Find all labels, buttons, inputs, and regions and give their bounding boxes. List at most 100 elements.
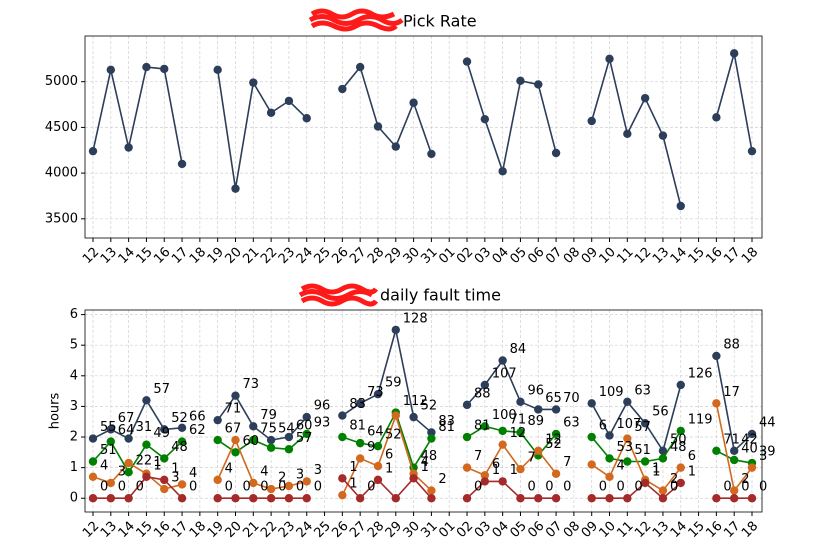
data-point (106, 437, 116, 446)
data-point (142, 472, 151, 482)
data-point (605, 454, 614, 463)
series-line (92, 403, 753, 496)
data-point (462, 57, 472, 66)
data-point (623, 457, 632, 466)
point-label: 1 (652, 464, 660, 479)
point-label: 0 (634, 480, 642, 495)
data-point (213, 475, 222, 485)
data-point (516, 428, 525, 437)
point-label: 40 (741, 441, 758, 456)
point-label: 0 (474, 480, 482, 495)
data-point (160, 425, 169, 434)
point-label: 2 (741, 472, 749, 487)
data-point (177, 480, 187, 489)
data-point (213, 435, 222, 445)
point-label: 83 (349, 397, 366, 412)
redaction (298, 283, 379, 307)
data-point (640, 457, 650, 466)
data-point (498, 477, 507, 486)
data-point (658, 486, 668, 495)
y-tick-label: 4500 (45, 120, 78, 135)
point-label: 81 (438, 420, 455, 435)
point-label: 65 (545, 391, 562, 406)
point-label: 51 (634, 443, 651, 458)
point-label: 2 (438, 472, 446, 487)
point-label: 112 (403, 394, 428, 409)
data-point (266, 108, 276, 117)
point-label: 88 (723, 337, 740, 352)
data-point (284, 432, 294, 442)
data-point (177, 437, 187, 446)
data-point (88, 472, 98, 482)
point-label: 67 (225, 422, 242, 437)
point-label: 88 (474, 386, 491, 401)
data-point (427, 149, 436, 159)
point-label: 0 (367, 480, 375, 495)
point-label: 57 (296, 431, 313, 446)
point-label: 9 (367, 440, 375, 455)
point-label: 42 (741, 432, 758, 447)
point-label: 56 (652, 405, 669, 420)
data-point (605, 431, 614, 440)
point-label: 12 (545, 432, 562, 447)
data-point (88, 457, 98, 466)
data-point (640, 93, 650, 103)
y-axis-label: hours (48, 393, 63, 430)
data-point (373, 475, 383, 485)
data-point (409, 98, 418, 107)
chart-title: Pick Rate (403, 12, 477, 31)
series-line (92, 53, 753, 207)
point-label: 4 (189, 466, 197, 481)
point-label: 66 (189, 409, 206, 424)
data-point (88, 494, 98, 503)
data-point (391, 142, 400, 151)
data-point (124, 143, 133, 152)
data-point (480, 380, 490, 390)
data-point (160, 64, 169, 74)
data-point (338, 432, 347, 442)
data-point (106, 494, 116, 503)
point-label: 52 (421, 399, 438, 414)
point-label: 1 (153, 455, 161, 470)
data-point (88, 146, 98, 156)
point-label: 0 (296, 480, 304, 495)
data-point (142, 440, 151, 449)
redaction (308, 8, 404, 32)
data-point (658, 131, 668, 140)
y-tick-label: 4 (70, 368, 78, 383)
point-label: 52 (171, 411, 188, 426)
data-point (266, 484, 276, 494)
point-label: 0 (100, 480, 108, 495)
point-label: 0 (260, 480, 268, 495)
data-point (498, 167, 507, 176)
data-point (623, 129, 632, 139)
point-label: 4 (617, 458, 625, 473)
data-point (302, 429, 311, 439)
data-point (623, 434, 632, 443)
point-label: 1 (510, 463, 518, 478)
point-label: 39 (759, 445, 776, 460)
data-point (160, 475, 169, 485)
point-label: 48 (421, 449, 438, 464)
point-label: 96 (527, 383, 544, 398)
point-label: 3 (759, 449, 767, 464)
data-point (480, 471, 490, 480)
point-label: 2 (278, 471, 286, 486)
point-label: 6 (688, 449, 696, 464)
point-label: 0 (118, 480, 126, 495)
data-point (302, 494, 311, 503)
point-label: 70 (563, 391, 580, 406)
point-label: 1 (385, 461, 393, 476)
data-point (587, 116, 596, 126)
point-label: 57 (634, 420, 651, 435)
point-label: 22 (136, 454, 153, 469)
point-label: 1 (153, 458, 161, 473)
data-point (142, 396, 151, 405)
data-point (480, 114, 490, 124)
data-point (729, 486, 739, 495)
point-label: 73 (367, 385, 384, 400)
data-point (302, 412, 311, 422)
data-point (124, 434, 133, 443)
data-point (534, 446, 543, 455)
point-label: 4 (260, 464, 268, 479)
